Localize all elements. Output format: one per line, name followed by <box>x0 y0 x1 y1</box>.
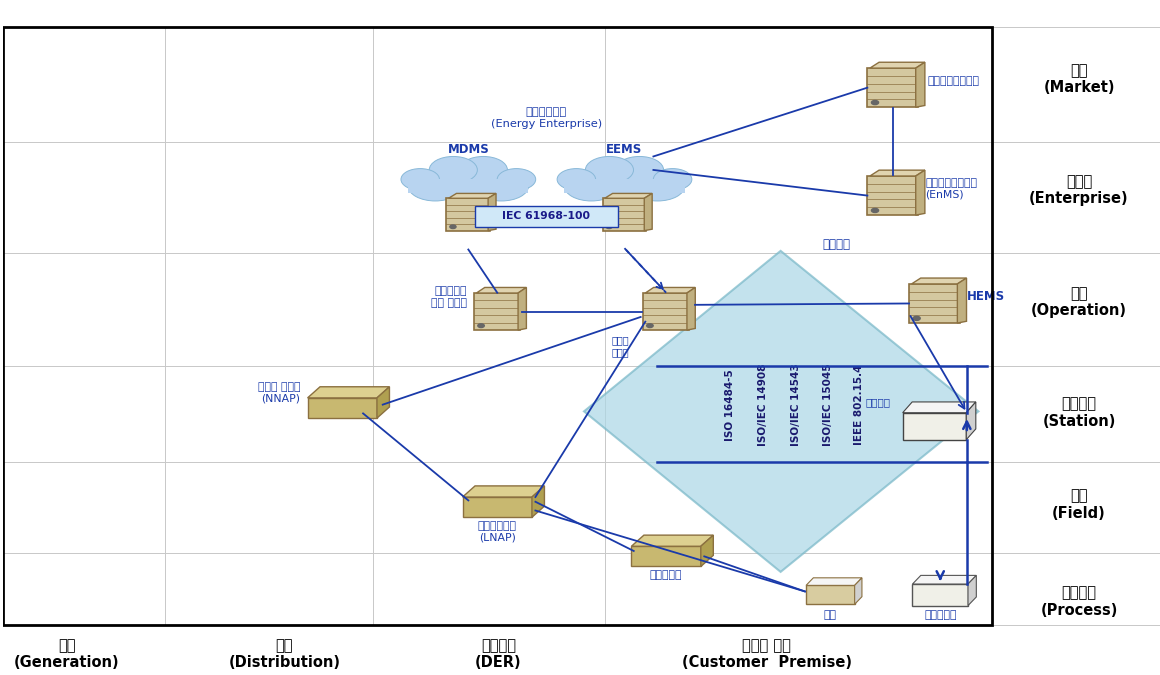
Circle shape <box>913 317 920 321</box>
Ellipse shape <box>474 171 529 201</box>
FancyBboxPatch shape <box>602 198 646 231</box>
Ellipse shape <box>435 166 501 201</box>
Text: 소비자 구내
(Customer  Premise): 소비자 구내 (Customer Premise) <box>682 638 851 670</box>
Polygon shape <box>604 194 652 198</box>
Polygon shape <box>377 387 390 418</box>
Text: 액취에이터: 액취에이터 <box>925 610 957 620</box>
Text: 사업자
(Enterprise): 사업자 (Enterprise) <box>1029 174 1129 207</box>
Polygon shape <box>583 251 978 572</box>
Ellipse shape <box>429 157 478 184</box>
Text: HEMS: HEMS <box>966 290 1005 303</box>
FancyBboxPatch shape <box>806 585 855 604</box>
Ellipse shape <box>498 169 536 190</box>
Text: ISO/IEC 14543: ISO/IEC 14543 <box>791 363 800 446</box>
Text: IEC 61968-100: IEC 61968-100 <box>502 211 590 221</box>
Polygon shape <box>307 387 390 398</box>
Ellipse shape <box>459 157 507 184</box>
Circle shape <box>646 324 653 327</box>
Circle shape <box>450 225 456 229</box>
Polygon shape <box>644 194 652 231</box>
Text: 프로세스
(Process): 프로세스 (Process) <box>1041 585 1118 618</box>
Ellipse shape <box>653 169 691 190</box>
Text: ISO/IEC 15045: ISO/IEC 15045 <box>824 363 833 446</box>
Ellipse shape <box>401 169 440 190</box>
Text: 센서: 센서 <box>824 610 836 620</box>
Polygon shape <box>806 578 862 585</box>
FancyBboxPatch shape <box>564 180 684 193</box>
Polygon shape <box>913 575 977 584</box>
Text: 에너지
게이트: 에너지 게이트 <box>611 335 629 357</box>
Text: 분산자원
(DER): 분산자원 (DER) <box>476 638 522 670</box>
FancyBboxPatch shape <box>902 412 966 439</box>
Polygon shape <box>915 170 925 215</box>
Circle shape <box>606 225 612 229</box>
Polygon shape <box>967 575 977 605</box>
FancyBboxPatch shape <box>643 293 689 330</box>
Text: 시장
(Market): 시장 (Market) <box>1043 63 1115 95</box>
Text: 스마트미터: 스마트미터 <box>650 570 682 580</box>
Polygon shape <box>519 288 527 330</box>
FancyBboxPatch shape <box>474 207 618 227</box>
Text: ISO/IEC 14908: ISO/IEC 14908 <box>759 363 768 446</box>
Polygon shape <box>912 278 966 284</box>
Polygon shape <box>477 288 527 293</box>
Ellipse shape <box>586 157 633 184</box>
Text: 계량데이터
수집 시스템: 계량데이터 수집 시스템 <box>432 286 467 308</box>
Text: 배전
(Distribution): 배전 (Distribution) <box>229 638 340 670</box>
Text: 사업자정산시스템: 사업자정산시스템 <box>928 76 979 86</box>
Ellipse shape <box>564 171 618 201</box>
Ellipse shape <box>616 157 664 184</box>
Polygon shape <box>631 535 713 546</box>
Text: 지역망접속점
(LNAP): 지역망접속점 (LNAP) <box>478 520 516 542</box>
FancyBboxPatch shape <box>631 546 701 566</box>
Circle shape <box>871 209 878 213</box>
Ellipse shape <box>631 171 684 201</box>
Polygon shape <box>957 278 966 323</box>
Polygon shape <box>645 288 695 293</box>
Text: 운영
(Operation): 운영 (Operation) <box>1031 286 1128 319</box>
Polygon shape <box>966 402 976 439</box>
Ellipse shape <box>408 171 463 201</box>
Polygon shape <box>532 486 544 517</box>
FancyBboxPatch shape <box>307 398 377 418</box>
Polygon shape <box>449 194 496 198</box>
Text: 발전
(Generation): 발전 (Generation) <box>14 638 119 670</box>
Polygon shape <box>463 486 544 497</box>
Polygon shape <box>488 194 496 231</box>
Polygon shape <box>687 288 695 330</box>
Polygon shape <box>855 578 862 604</box>
Polygon shape <box>915 62 925 107</box>
Text: 필드
(Field): 필드 (Field) <box>1052 488 1105 520</box>
Polygon shape <box>870 62 925 68</box>
FancyBboxPatch shape <box>408 180 529 193</box>
FancyBboxPatch shape <box>913 584 967 605</box>
Ellipse shape <box>557 169 595 190</box>
Text: 모니터링: 모니터링 <box>822 238 850 250</box>
Text: 스테이션
(Station): 스테이션 (Station) <box>1043 396 1116 429</box>
Ellipse shape <box>592 166 658 201</box>
Text: IEEE 802.15.4: IEEE 802.15.4 <box>854 364 864 445</box>
Text: MDMS: MDMS <box>448 143 490 156</box>
FancyBboxPatch shape <box>909 284 960 323</box>
Text: 콘트롤러: 콘트롤러 <box>865 398 891 408</box>
Text: EEMS: EEMS <box>607 143 643 156</box>
Text: 이웃망 접속점
(NNAP): 이웃망 접속점 (NNAP) <box>259 382 300 404</box>
FancyBboxPatch shape <box>868 68 919 107</box>
FancyBboxPatch shape <box>463 497 532 517</box>
FancyBboxPatch shape <box>447 198 491 231</box>
Text: 에너지사업자
(Energy Enterprise): 에너지사업자 (Energy Enterprise) <box>491 107 602 129</box>
FancyBboxPatch shape <box>868 176 919 215</box>
Polygon shape <box>902 402 976 412</box>
Polygon shape <box>870 170 925 176</box>
FancyBboxPatch shape <box>474 293 521 330</box>
Text: 에너지경영시스템
(EnMS): 에너지경영시스템 (EnMS) <box>926 178 977 200</box>
Circle shape <box>478 324 484 327</box>
Circle shape <box>871 101 878 105</box>
Bar <box>3 27 992 625</box>
Polygon shape <box>701 535 713 566</box>
Text: ISO 16484-5: ISO 16484-5 <box>725 369 734 441</box>
